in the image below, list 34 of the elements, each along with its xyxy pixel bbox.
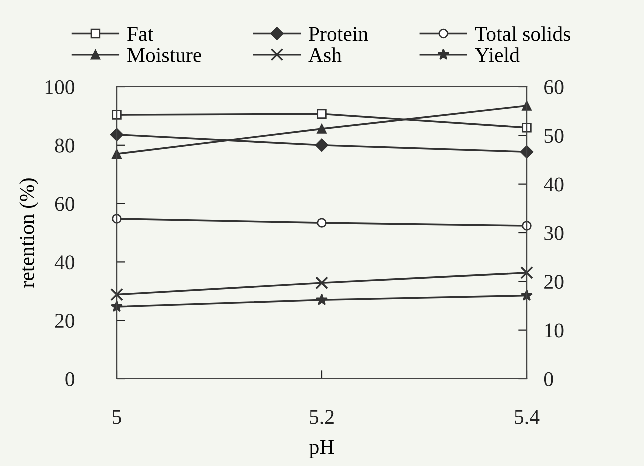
x-tick-label: 5: [113, 410, 122, 424]
legend-label: Ash: [308, 48, 342, 62]
y2-tick-label: 50: [544, 129, 564, 144]
point: [110, 288, 124, 302]
point: [316, 294, 328, 306]
x-axis-title: pH: [310, 440, 334, 458]
legend-label: Fat: [128, 27, 154, 42]
y2-tick-label: 60: [544, 80, 564, 94]
legend-label: Yield: [475, 48, 520, 62]
point: [522, 123, 532, 133]
y2-tick-label: 30: [544, 226, 564, 240]
y2-tick-label: 10: [546, 324, 564, 338]
point: [315, 138, 329, 152]
y-tick-label: 80: [55, 138, 75, 153]
y2-tick-label: 20: [544, 275, 564, 290]
legend-label: Moisture: [128, 48, 202, 62]
point: [317, 124, 327, 134]
y-axis-title: retention (%): [20, 178, 39, 288]
point: [112, 110, 122, 120]
y-tick-label: 100: [46, 80, 75, 94]
y-tick-label: 0: [66, 372, 75, 386]
point: [316, 276, 328, 290]
legend-label: Protein: [309, 27, 368, 42]
y2-tick-label: 40: [544, 178, 564, 192]
legend-label: Total solids: [475, 26, 570, 42]
x-tick-label: 5.2: [310, 410, 334, 424]
point: [317, 218, 327, 228]
point: [317, 109, 327, 120]
y-tick-label: 60: [55, 197, 75, 212]
x-tick-label: 5.4: [515, 410, 540, 424]
y2-tick-label: 0: [544, 372, 554, 386]
y-tick-label: 20: [55, 314, 75, 328]
y-tick-label: 40: [54, 256, 75, 270]
point: [520, 266, 534, 280]
